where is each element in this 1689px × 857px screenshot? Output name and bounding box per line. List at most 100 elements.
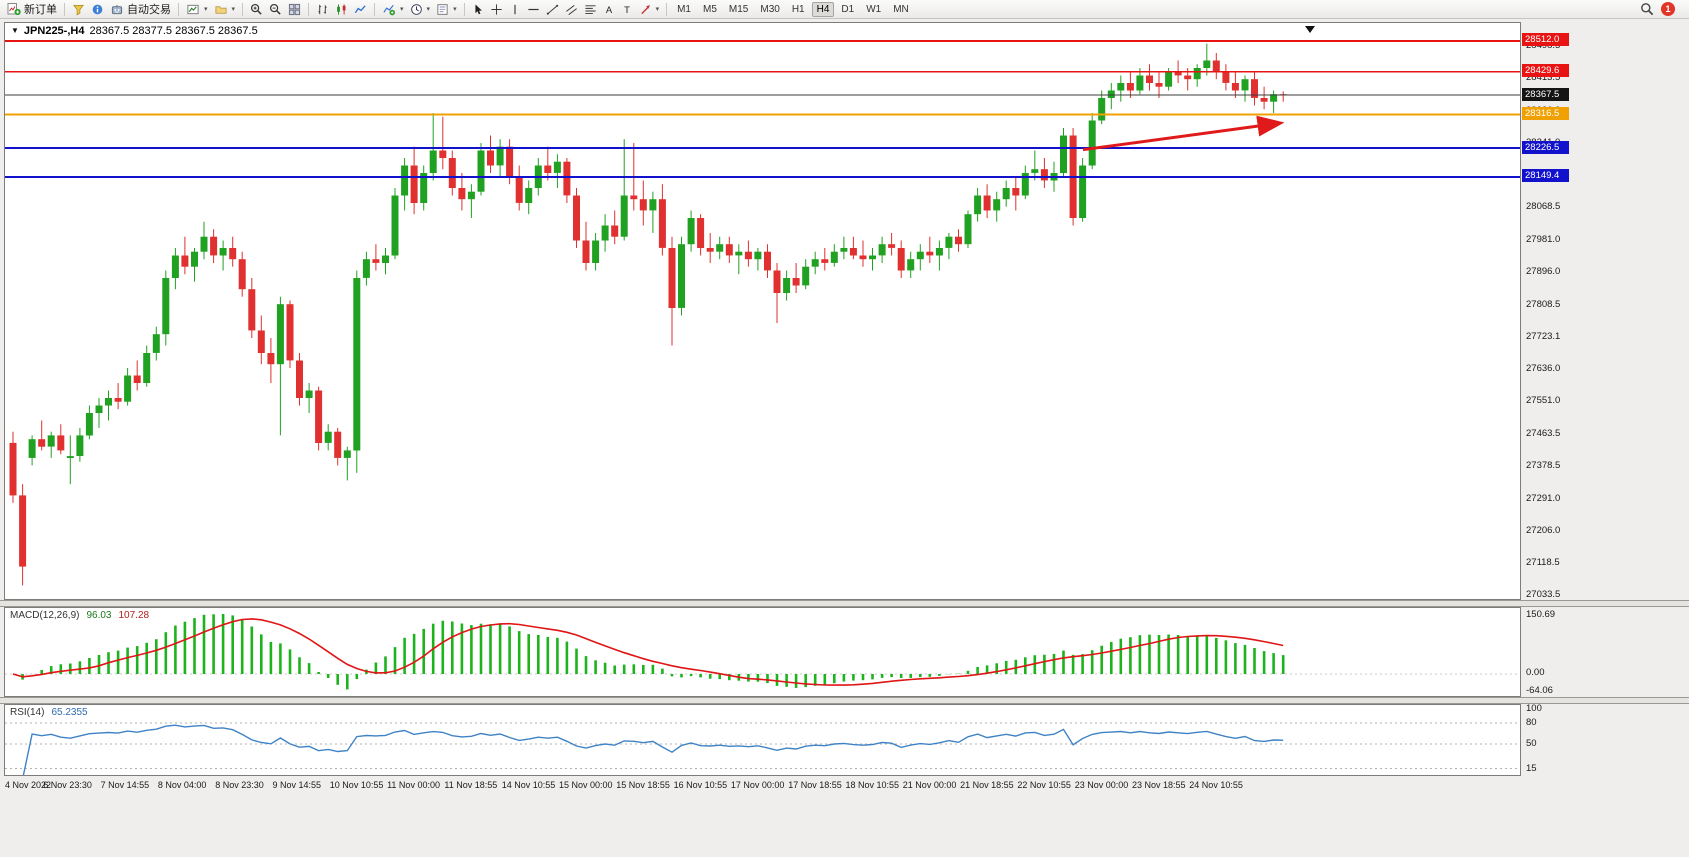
pane-splitter[interactable] [0,600,1689,607]
profiles-icon [214,3,228,16]
dropdown-caret-icon: ▾ [204,5,208,13]
timeframe-d1-button[interactable]: D1 [836,2,859,17]
time-axis-label: 24 Nov 10:55 [1189,780,1243,790]
toolbar-separator [374,2,376,16]
fibonacci-button[interactable] [581,1,600,18]
dropdown-caret-icon: ▾ [400,5,404,13]
dropdown-caret-icon: ▾ [231,5,236,13]
autotrading-button[interactable]: 自动交易 [107,1,174,18]
time-axis-label: 4 Nov 2022 [5,780,52,790]
periods-button[interactable]: ▾ [407,1,434,18]
rsi-axis-label: 50 [1526,738,1537,749]
rsi-name-label: RSI(14) [10,707,45,718]
zoom-out-button[interactable] [266,1,285,18]
svg-text:T: T [624,3,630,14]
timeframe-group: M1 M5 M15 M30 H1 H4 D1 W1 MN [671,1,915,17]
line-chart-type-button[interactable] [351,1,370,18]
timeframe-mn-button[interactable]: MN [888,2,914,17]
time-axis[interactable]: 4 Nov 2022 6 Nov 23:30 7 Nov 14:55 8 Nov 04… [4,777,1521,793]
crosshair-button[interactable] [487,1,506,18]
cursor-icon [472,3,484,16]
symbol-period-label: JPN225-,H4 [23,25,85,37]
search-icon[interactable] [1640,2,1654,16]
profiles-button[interactable]: ▾ [211,1,239,18]
channel-button[interactable] [562,1,581,18]
time-axis-label: 11 Nov 18:55 [444,780,498,790]
macd-label-row: MACD(12,26,9) 96.03 107.28 [10,610,149,621]
dropdown-caret-icon: ▾ [453,5,457,13]
trendline-button[interactable] [543,1,562,18]
timeframe-h4-button[interactable]: H4 [811,1,835,17]
timeframe-m15-button[interactable]: M15 [724,2,753,17]
new-chart-button[interactable]: ▾ [183,1,211,18]
chart-shift-marker[interactable] [1305,26,1315,33]
time-axis-label: 7 Nov 14:55 [100,780,150,790]
toolbar-separator [64,2,65,16]
zoom-in-button[interactable] [247,1,266,18]
price-tag: 28367.5 [1522,87,1569,101]
horizontal-line-button[interactable] [524,1,543,18]
price-tag: 28226.5 [1522,140,1569,154]
market-depth-button[interactable] [69,1,88,18]
candlestick-chart-icon [335,3,348,16]
market-depth-icon [72,3,85,16]
time-axis-label: 8 Nov 04:00 [157,780,207,790]
notification-badge[interactable]: 1 [1661,2,1675,16]
timeframe-m1-button[interactable]: M1 [672,2,696,17]
time-axis-label: 16 Nov 10:55 [673,780,728,790]
text-label-button[interactable]: T [618,1,636,18]
time-axis-label: 23 Nov 18:55 [1132,780,1186,790]
price-axis-label: 28413.5 [1526,71,1561,83]
horizontal-line-icon [527,3,540,16]
tile-windows-button[interactable] [285,1,304,18]
bar-chart-icon [316,3,329,16]
time-axis-label: 18 Nov 10:55 [845,780,900,790]
price-tag: 28512.0 [1522,33,1569,47]
macd-axis-label: 0.00 [1526,667,1545,678]
price-axis[interactable]: 28498.528413.528326.028241.028153.528068… [1521,19,1689,857]
cursor-button[interactable] [469,1,487,18]
candlestick-chart-type-button[interactable] [332,1,351,18]
indicators-button[interactable]: ▾ [379,1,407,18]
timeframe-w1-button[interactable]: W1 [861,2,886,17]
price-axis-label: 27981.0 [1526,234,1561,246]
rsi-axis-label: 100 [1526,703,1542,714]
timeframe-m5-button[interactable]: M5 [698,2,722,17]
arrows-button[interactable]: ▾ [636,1,663,18]
price-axis-label: 27291.0 [1526,492,1561,504]
news-button[interactable] [88,1,107,18]
price-axis-label: 27636.0 [1526,363,1561,375]
tile-windows-icon [288,3,301,16]
zoom-in-icon [250,3,263,16]
timeframe-h1-button[interactable]: H1 [787,2,810,17]
pane-splitter[interactable] [0,697,1689,704]
chart-title: ▼ JPN225-,H4 28367.5 28377.5 28367.5 283… [11,25,258,37]
time-axis-label: 14 Nov 10:55 [501,780,556,790]
macd-pane[interactable]: MACD(12,26,9) 96.03 107.28 [4,607,1521,697]
price-axis-label: 27896.0 [1526,265,1561,277]
macd-name-label: MACD(12,26,9) [10,610,80,621]
time-axis-label: 15 Nov 00:00 [559,780,613,790]
time-axis-label: 9 Nov 14:55 [272,780,322,790]
time-axis-label: 15 Nov 18:55 [616,780,670,790]
toolbar-separator [178,2,179,16]
macd-axis-label: -64.06 [1526,685,1553,696]
text-button[interactable]: A [600,1,618,18]
time-axis-label: 6 Nov 23:30 [43,780,92,790]
timeframe-m30-button[interactable]: M30 [755,2,784,17]
vertical-line-button[interactable] [506,1,524,18]
candlestick-chart [5,40,1520,586]
svg-text:A: A [605,3,612,14]
templates-button[interactable]: ▾ [433,1,460,18]
rsi-axis-label: 80 [1526,717,1537,728]
price-chart-pane[interactable]: ▼ JPN225-,H4 28367.5 28377.5 28367.5 283… [4,22,1521,600]
chart-dropdown-icon[interactable]: ▼ [11,26,19,35]
window-filler [0,794,1689,857]
bar-chart-type-button[interactable] [313,1,332,18]
new-order-button[interactable]: 新订单 [4,1,60,18]
zoom-out-icon [269,3,282,16]
price-axis-label: 27551.0 [1526,395,1561,407]
rsi-pane[interactable]: RSI(14) 65.2355 [4,704,1521,776]
time-axis-label: 11 Nov 00:00 [387,780,440,790]
